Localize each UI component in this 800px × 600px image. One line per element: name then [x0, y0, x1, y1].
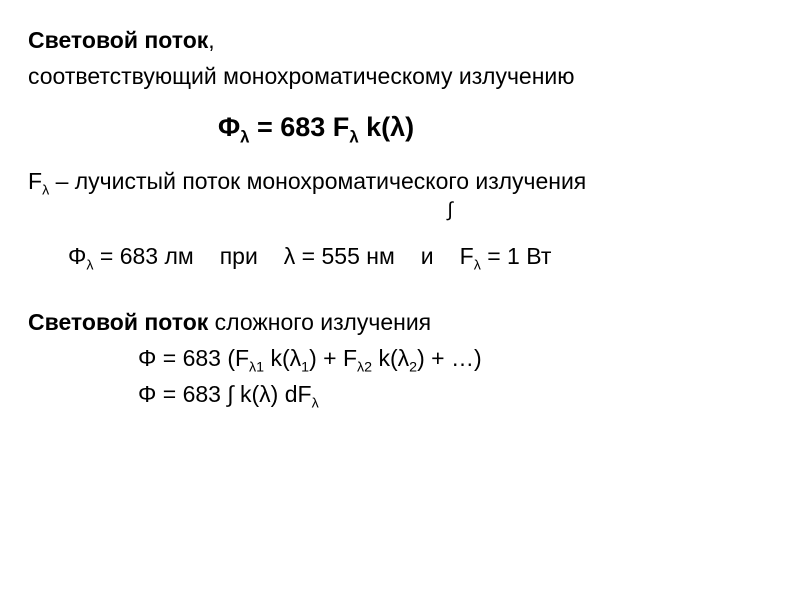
integral-mark: ∫: [28, 200, 772, 220]
subtitle: соответствующий монохроматическому излуч…: [28, 60, 772, 92]
v-part1: = 683 лм: [93, 243, 193, 269]
complex-eq2: Φ = 683 ∫ k(λ) dFλ: [28, 378, 772, 410]
title-bold: Световой поток: [28, 27, 208, 53]
v-lam: λ: [284, 243, 296, 269]
eq1-s2b: 2: [409, 360, 417, 376]
v-phi: Φ: [68, 243, 86, 269]
f-sub: λ: [349, 128, 358, 147]
formula-tail: k(λ): [359, 112, 415, 142]
complex-title-rest: сложного излучения: [208, 309, 431, 335]
def-f: F: [28, 168, 42, 194]
def-rest: – лучистый поток монохроматического излу…: [49, 168, 586, 194]
definition-line: Fλ – лучистый поток монохроматического и…: [28, 165, 772, 197]
complex-title-bold: Световой поток: [28, 309, 208, 335]
slide: Световой поток, соответствующий монохром…: [0, 0, 800, 600]
formula-eq: = 683 F: [249, 112, 349, 142]
eq1-phi: Φ = 683 (F: [138, 345, 249, 371]
complex-title: Световой поток сложного излучения: [28, 306, 772, 338]
values-line: Φλ = 683 лмприλ = 555 нмиFλ = 1 Вт: [28, 240, 772, 272]
v-sub2: λ: [474, 257, 481, 273]
eq1-s2: λ2: [357, 360, 372, 376]
eq1-s1b: 1: [301, 360, 309, 376]
title-line: Световой поток,: [28, 24, 772, 56]
eq1-m2: ) + F: [309, 345, 357, 371]
v-fval: = 1 Вт: [481, 243, 552, 269]
eq1-m3: k(λ: [372, 345, 409, 371]
eq2-phi: Φ = 683 ∫ k(λ) dF: [138, 381, 312, 407]
v-pri: при: [220, 243, 258, 269]
eq1-m4: ) + …): [417, 345, 482, 371]
eq2-sub: λ: [312, 396, 319, 412]
v-f: F: [460, 243, 474, 269]
eq1-m1: k(λ: [264, 345, 301, 371]
main-formula: Φλ = 683 Fλ k(λ): [28, 112, 772, 143]
title-comma: ,: [208, 27, 214, 53]
v-lamval: = 555 нм: [295, 243, 395, 269]
complex-eq1: Φ = 683 (Fλ1 k(λ1) + Fλ2 k(λ2) + …): [28, 342, 772, 374]
eq1-s1: λ1: [249, 360, 264, 376]
phi-symbol: Φ: [218, 112, 240, 142]
v-and: и: [421, 243, 434, 269]
